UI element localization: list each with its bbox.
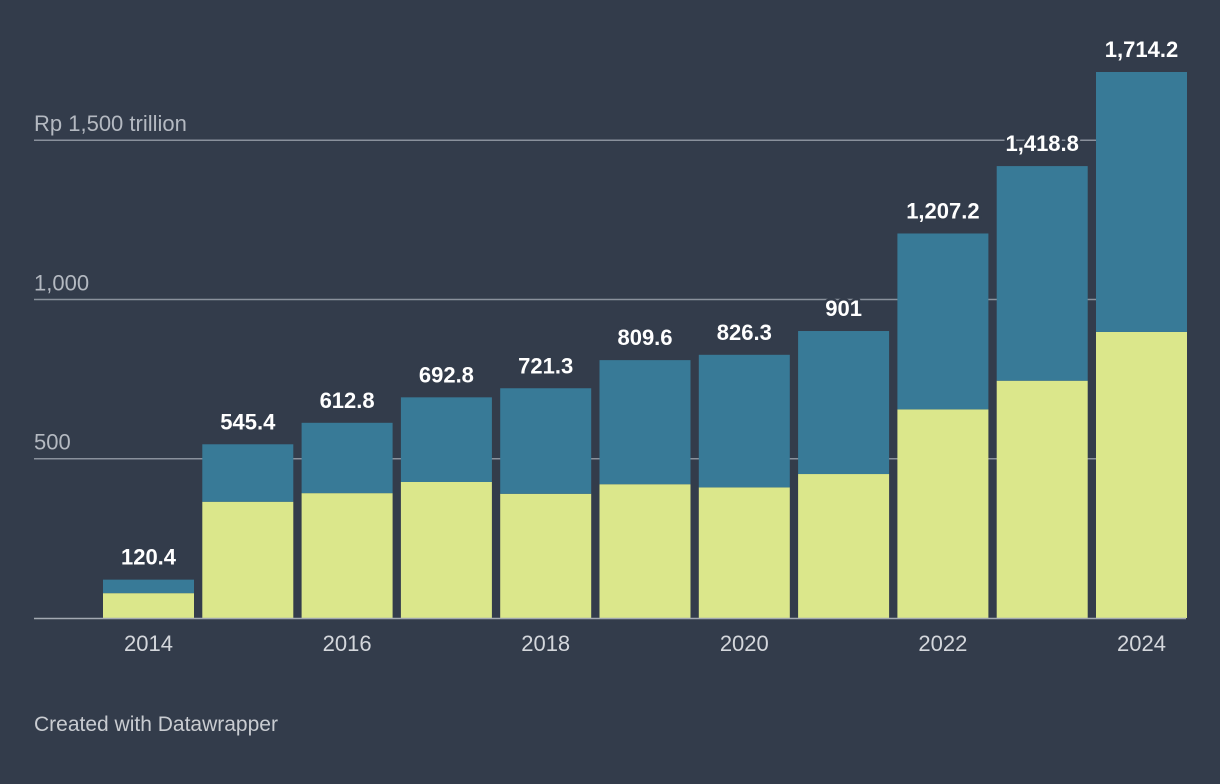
bar-lower-2017 [400,481,492,618]
y-tick-label: 1,000 [34,270,89,295]
y-tick-label: 500 [34,430,71,455]
bar-upper-2016 [301,422,393,494]
x-tick-label-2014: 2014 [124,631,173,656]
x-tick-label-2018: 2018 [521,631,570,656]
data-labels: 120.4 545.4 612.8 692.8 721.3 809.6 826.3 901 1,… [118,35,1180,573]
bar-lower-2022 [897,409,989,618]
x-tick-label-2016: 2016 [323,631,372,656]
bar-lower-2016 [301,493,393,618]
x-tick-label-2020: 2020 [720,631,769,656]
bar-upper-2022 [897,233,989,410]
x-axis: 2014 2016 2018 2020 2022 2024 [34,617,1186,656]
bar-lower-2021 [798,474,890,618]
bar-lower-2015 [202,501,294,618]
x-tick-label-2024: 2024 [1117,631,1166,656]
bar-lower-2018 [500,493,592,618]
total-label-2024: 1,714.2 [1105,37,1178,62]
bars [103,72,1187,618]
bar-upper-2014 [103,579,194,594]
bar-upper-2018 [500,388,592,494]
bar-upper-2024 [1096,72,1187,332]
total-label-2018: 721.3 [518,353,573,378]
bar-upper-2017 [400,397,492,482]
bar-lower-2024 [1096,331,1187,618]
gridlines: 500 1,000 Rp 1,500 trillion [34,111,1186,460]
bar-lower-2020 [698,487,790,618]
total-label-2015: 545.4 [220,409,276,434]
total-label-2014: 120.4 [121,545,177,570]
y-tick-label: Rp 1,500 trillion [34,111,187,136]
datawrapper-credit: Created with Datawrapper [34,713,278,736]
total-label-2016: 612.8 [320,388,375,413]
x-tick-label-2022: 2022 [918,631,967,656]
total-label-2022: 1,207.2 [906,198,979,223]
bar-upper-2021 [798,331,890,475]
total-label-2021: 901 [825,296,862,321]
bar-lower-2023 [996,380,1088,618]
bar-lower-2014 [103,593,194,618]
bar-upper-2015 [202,444,294,502]
bar-upper-2019 [599,360,691,485]
total-label-2023: 1,418.8 [1005,131,1078,156]
total-label-2019: 809.6 [617,325,672,350]
total-label-2020: 826.3 [717,320,772,345]
total-label-2017: 692.8 [419,362,474,387]
bar-upper-2023 [996,166,1088,381]
bar-upper-2020 [698,354,790,488]
bar-lower-2019 [599,484,691,618]
